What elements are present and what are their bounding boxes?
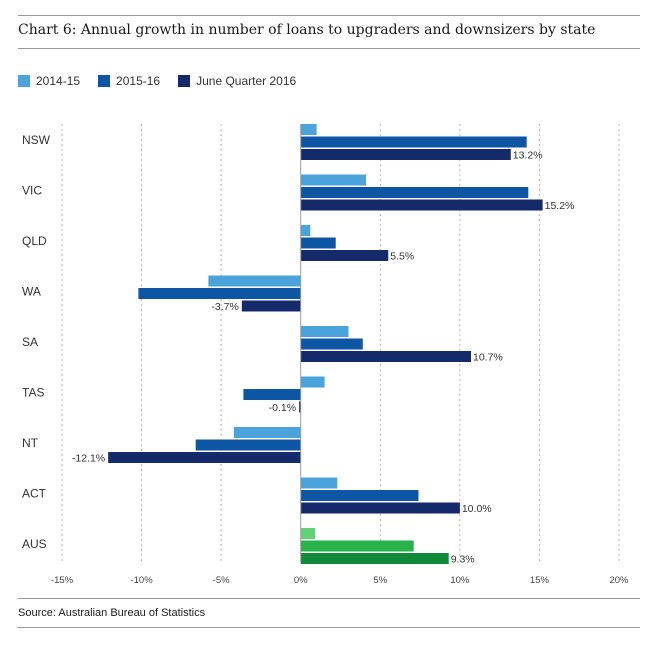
bar [300, 326, 349, 337]
legend-swatch [178, 75, 191, 87]
bar [300, 490, 419, 501]
data-label: -0.1% [269, 402, 296, 414]
data-label: 13.2% [513, 150, 543, 162]
top-rule [18, 15, 640, 16]
bar [300, 338, 363, 350]
bar [300, 174, 366, 186]
data-label: 5.5% [390, 251, 414, 263]
bar [208, 275, 301, 287]
category-label: ACT [22, 487, 47, 501]
legend-swatch [98, 75, 111, 87]
data-label: 15.2% [545, 200, 575, 212]
x-tick-label: -10% [130, 575, 153, 586]
bar [300, 540, 414, 552]
data-label: -3.7% [211, 301, 238, 313]
legend-item-2015-16: 2015-16 [98, 74, 160, 88]
bar [243, 389, 301, 400]
bar [300, 149, 511, 160]
legend-label: 2014-15 [36, 74, 81, 88]
bar [300, 477, 338, 489]
x-tick-label: -15% [51, 575, 74, 586]
x-tick-label: 0% [294, 575, 308, 586]
data-label: -12.1% [72, 453, 105, 465]
bar [300, 553, 449, 564]
category-label: SA [22, 335, 38, 349]
x-tick-label: 5% [373, 575, 387, 586]
bottom-rule [18, 598, 640, 599]
bar [300, 351, 471, 362]
bar [300, 502, 460, 514]
bar [300, 528, 316, 539]
bar [195, 439, 301, 451]
x-tick-label: 10% [450, 575, 470, 586]
x-tick-label: -5% [213, 575, 230, 586]
category-label: TAS [22, 386, 44, 400]
bar-chart: -15% -10% -5% 0% 5% 10% 15% 20% NSW 13.2% VIC 15.2%… [22, 124, 629, 586]
bar [300, 225, 311, 236]
bar [300, 376, 325, 388]
legend-label: 2015-16 [116, 74, 161, 88]
bar [241, 300, 301, 312]
bar [108, 452, 301, 463]
bar [300, 187, 529, 198]
category-label: VIC [22, 184, 42, 198]
source-note: Source: Australian Bureau of Statistics [18, 607, 206, 619]
category-label: NSW [22, 133, 51, 147]
bar [300, 250, 389, 261]
data-label: 10.7% [473, 352, 503, 364]
bar [138, 288, 301, 299]
category-label: WA [22, 285, 41, 299]
data-label: 10.0% [462, 503, 492, 515]
bar [233, 427, 301, 438]
legend-label: June Quarter 2016 [196, 74, 297, 88]
category-label: NT [22, 436, 39, 450]
bar [300, 199, 543, 211]
bar [300, 237, 336, 249]
title-rule [18, 48, 640, 49]
bar [300, 124, 317, 135]
bar [299, 401, 301, 413]
legend-item-2014-15: 2014-15 [18, 74, 80, 88]
x-tick-label: 15% [530, 575, 550, 586]
category-label: QLD [22, 234, 47, 248]
chart-title: Chart 6: Annual growth in number of loan… [18, 22, 596, 38]
bar [300, 136, 527, 148]
legend-swatch [18, 75, 30, 87]
x-tick-label: 20% [609, 575, 629, 586]
legend: 2014-15 2015-16 June Quarter 2016 [18, 74, 314, 88]
footer-rule [18, 627, 640, 628]
category-label: AUS [22, 537, 47, 551]
data-label: 9.3% [451, 554, 475, 566]
legend-item-june-quarter-2016: June Quarter 2016 [178, 74, 296, 88]
